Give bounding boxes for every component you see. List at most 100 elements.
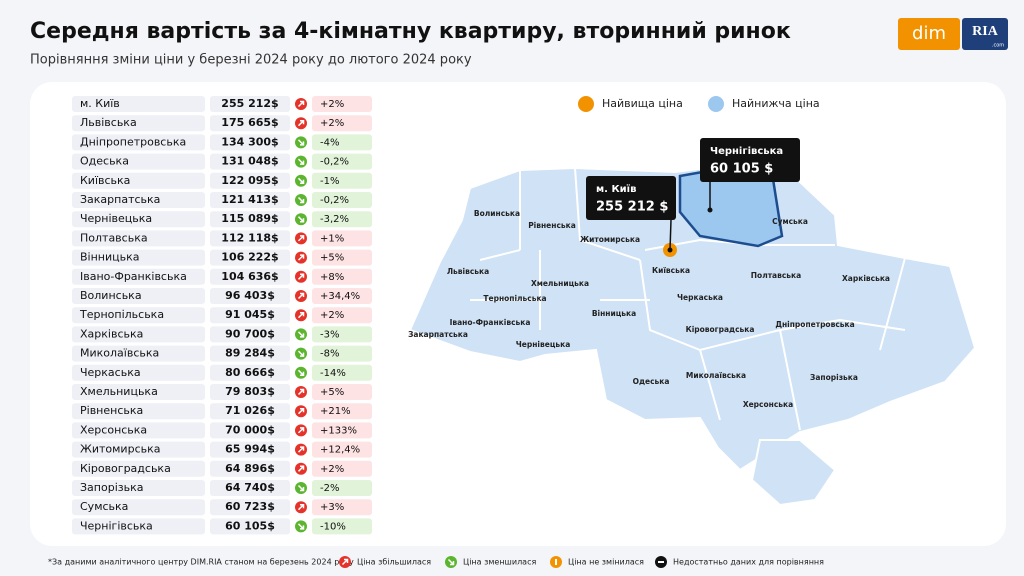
change: +2% — [320, 99, 344, 110]
callout-box — [700, 138, 800, 182]
price: 79 803$ — [225, 385, 275, 398]
callout-dot — [707, 207, 713, 213]
region-borders — [470, 167, 906, 431]
change-arrow — [297, 292, 305, 300]
price: 112 118$ — [221, 231, 278, 244]
change-arrow — [297, 100, 305, 108]
price-cell — [210, 403, 290, 420]
price: 134 300$ — [221, 135, 278, 148]
logo-bg — [898, 18, 960, 50]
change-cell — [312, 499, 372, 516]
price: 106 222$ — [221, 251, 278, 264]
change: -8% — [320, 349, 339, 360]
name-cell — [72, 403, 205, 420]
change-arrow — [297, 331, 305, 338]
map-label: Чернівецька — [516, 340, 571, 349]
map-label: Полтавська — [751, 271, 801, 280]
change-arrow — [297, 523, 305, 530]
change-cell — [312, 249, 372, 266]
name-cell — [72, 153, 205, 170]
name-cell — [72, 384, 205, 400]
region-name: Полтавська — [80, 231, 148, 244]
change: +1% — [320, 233, 344, 244]
callout-name: м. Київ — [596, 183, 636, 195]
change-cell — [312, 192, 372, 208]
callout-dot — [667, 247, 673, 253]
region-name: Черкаська — [80, 366, 141, 379]
name-cell — [72, 422, 205, 439]
name-cell — [72, 211, 205, 228]
logo-bg2 — [962, 18, 1008, 50]
map-label: Івано-Франківська — [450, 318, 531, 327]
region-name: Київська — [80, 174, 130, 187]
map-label: Миколаївська — [686, 371, 746, 380]
footer-legend: Ціна зменшилася — [463, 558, 536, 567]
crimea-shape — [750, 439, 837, 507]
region-name: Сумська — [80, 500, 128, 513]
price-cell — [210, 326, 290, 343]
price: 90 700$ — [225, 327, 275, 340]
map-label: Закарпатська — [408, 330, 468, 339]
subtitle: Порівняння зміни ціни у березні 2024 рок… — [30, 53, 472, 68]
map-label: Хмельницька — [531, 279, 589, 288]
price: 60 105$ — [225, 519, 275, 532]
price-cell — [210, 441, 290, 458]
name-cell — [72, 480, 205, 496]
change-arrow — [297, 350, 305, 357]
change-cell — [312, 96, 372, 112]
change-cell — [312, 441, 372, 458]
region-name: Запорізька — [80, 481, 143, 494]
price: 131 048$ — [221, 155, 278, 168]
change: +12,4% — [320, 445, 360, 456]
region-name: Херсонська — [80, 423, 147, 436]
change-arrow — [297, 446, 305, 453]
map-label: Львівська — [447, 267, 489, 276]
price: 60 723$ — [225, 500, 275, 513]
change: -1% — [320, 176, 339, 187]
region-name: Львівська — [80, 116, 137, 129]
change-arrow — [297, 216, 305, 223]
region-name: Миколаївська — [80, 347, 159, 360]
region-name: Закарпатська — [80, 193, 160, 206]
callout-price: 255 212 $ — [596, 200, 668, 215]
change: -0,2% — [320, 195, 349, 206]
region-name: Дніпропетровська — [80, 135, 186, 148]
change-arrow — [297, 369, 305, 377]
name-cell — [72, 518, 205, 535]
legend-dot — [578, 96, 594, 112]
map-label: Черкаська — [677, 293, 723, 302]
region-name: Вінницька — [80, 251, 140, 264]
change: -2% — [320, 483, 339, 494]
change-cell — [312, 268, 372, 285]
callout-box — [586, 176, 676, 220]
change: +5% — [320, 387, 344, 398]
region-name: Чернігівська — [80, 519, 153, 532]
price-cell — [210, 134, 290, 151]
region-name: Харківська — [80, 327, 143, 340]
change-arrow — [297, 273, 305, 280]
map-label: Сумська — [772, 217, 808, 226]
change-arrow — [447, 558, 455, 566]
price: 70 000$ — [225, 423, 275, 436]
price-cell — [210, 345, 290, 362]
price: 121 413$ — [221, 193, 278, 206]
change-arrow — [297, 235, 305, 242]
price-cell — [210, 518, 290, 535]
price-cell — [210, 499, 290, 516]
region-name: Кіровоградська — [80, 462, 171, 475]
change-arrow — [297, 119, 305, 127]
name-cell — [72, 96, 205, 112]
name-cell — [72, 345, 205, 362]
price-cell — [210, 249, 290, 266]
change: -3% — [320, 329, 339, 340]
change: +21% — [320, 406, 351, 417]
change: -0,2% — [320, 157, 349, 168]
name-cell — [72, 268, 205, 285]
change-cell — [312, 230, 372, 247]
change-arrow — [297, 196, 305, 204]
region-name: Чернівецька — [80, 212, 152, 225]
change: -4% — [320, 137, 339, 148]
change-cell — [312, 326, 372, 343]
map-label: Рівненська — [528, 221, 576, 230]
region-name: Житомирська — [80, 443, 160, 456]
